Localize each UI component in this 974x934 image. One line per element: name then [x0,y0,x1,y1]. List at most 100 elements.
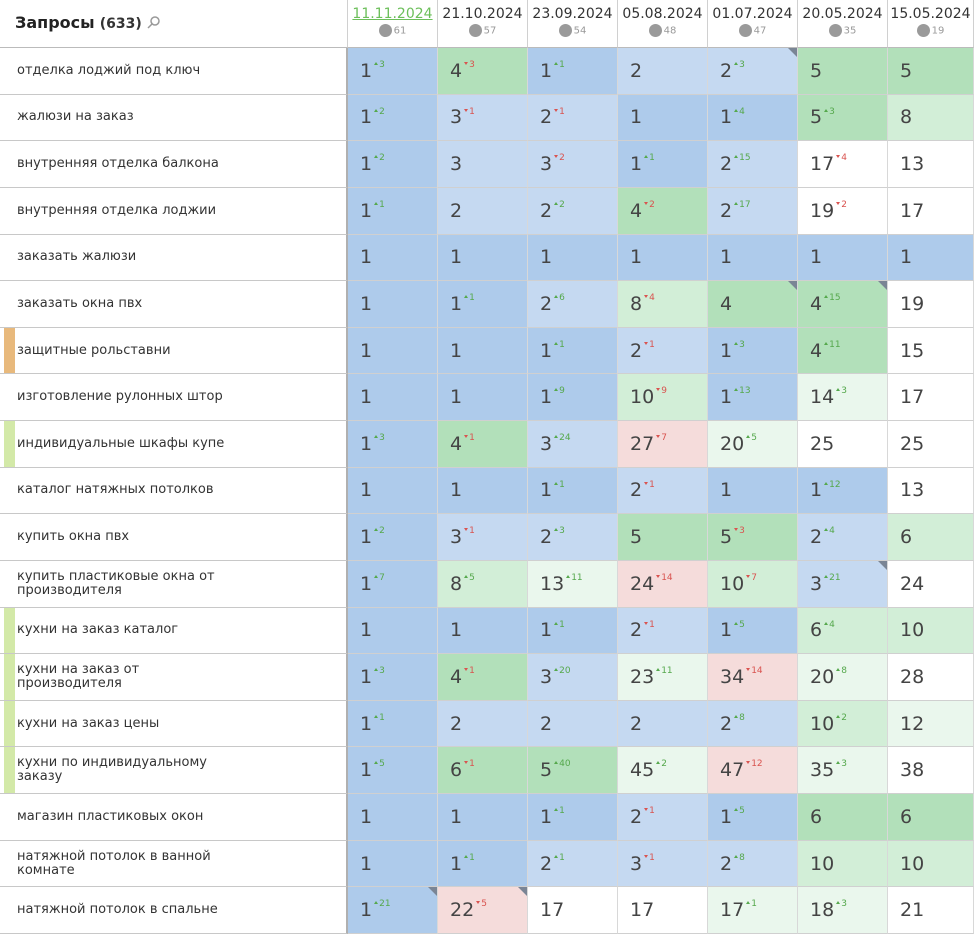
position-value: 19 [810,199,835,222]
position-cell: 10 [798,840,888,888]
position-cell: 6 [798,794,888,841]
position-delta: 1 [554,60,565,70]
percent-icon[interactable] [828,24,842,37]
position-value: 4 [450,666,463,689]
search-icon[interactable] [147,15,161,29]
position-value: 22 [450,899,475,922]
position-delta: 2 [374,153,385,163]
query-cell: магазин пластиковых окон [0,794,348,841]
position-value: 17 [720,899,745,922]
query-text: купить пластиковые окна от производителя [17,568,215,598]
date-count: 57 [483,25,497,37]
percent-icon[interactable] [648,24,662,37]
position-cell: 2 [438,700,528,748]
position-cell: 1 [708,234,798,282]
position-value: 1 [360,432,373,455]
position-value: 4 [450,432,463,455]
position-value: 10 [630,386,655,409]
position-delta: 2 [554,153,565,163]
position-value: 1 [360,619,373,642]
query-cell: натяжной потолок в ванной комнате [0,840,348,888]
query-cell: индивидуальные шкафы купе [0,421,348,468]
position-cell: 1 [348,281,438,328]
position-value: 38 [900,759,925,782]
position-delta: 3 [734,60,745,70]
percent-icon[interactable] [468,24,482,37]
position-value: 10 [810,712,835,735]
date-header: 21.10.2024 57 [438,0,528,48]
position-cell: 19 [888,281,974,328]
position-value: 1 [360,712,373,735]
query-text: внутренняя отделка лоджии [17,202,217,218]
date-count-row: 48 [618,24,707,37]
query-cell: жалюзи на заказ [0,94,348,142]
position-cell: 23 11 [618,654,708,701]
position-value: 1 [540,59,553,82]
position-cell: 1 [618,94,708,142]
percent-icon[interactable] [916,24,930,37]
query-text: отделка лоджий под ключ [17,62,201,78]
header-title: Запросы [15,13,95,32]
position-value: 3 [540,666,553,689]
position-value: 1 [360,386,373,409]
percent-icon[interactable] [738,24,752,37]
position-delta: 2 [644,200,655,210]
date-count: 47 [753,25,767,37]
position-cell: 5 [618,514,708,561]
position-value: 3 [450,106,463,129]
position-cell: 17 [528,887,618,934]
position-delta: 5 [464,573,475,583]
position-value: 1 [360,666,373,689]
position-value: 2 [540,292,553,315]
position-cell: 17 [618,887,708,934]
position-value: 45 [630,759,655,782]
position-value: 3 [540,153,553,176]
query-cell: кухни на заказ каталог [0,607,348,655]
position-cell: 2 17 [708,187,798,235]
position-cell: 25 [888,421,974,468]
position-value: 1 [540,386,553,409]
position-value: 3 [630,852,643,875]
header-count: (633) [99,16,142,32]
date-label: 01.07.2024 [712,6,793,22]
position-cell: 1 [708,467,798,515]
position-value: 6 [810,619,823,642]
position-cell: 1 [888,234,974,282]
position-value: 2 [810,526,823,549]
position-value: 1 [540,246,553,269]
date-count: 19 [931,25,945,37]
percent-icon[interactable] [558,24,572,37]
position-delta: 8 [836,666,847,676]
position-value: 17 [810,153,835,176]
position-delta: 4 [836,153,847,163]
query-cell: внутренняя отделка лоджии [0,187,348,235]
position-delta: 1 [374,713,385,723]
position-cell: 1 [438,467,528,515]
query-text: заказать окна пвх [17,295,143,311]
position-cell: 10 [888,840,974,888]
position-delta: 4 [644,293,655,303]
position-cell: 1 [348,234,438,282]
position-value: 1 [360,153,373,176]
position-value: 6 [900,526,913,549]
date-label: 20.05.2024 [802,6,883,22]
query-text: каталог натяжных потолков [17,482,214,498]
position-delta: 15 [824,293,840,303]
position-cell: 1 [438,374,528,422]
position-cell: 4 15 [798,281,888,328]
position-cell: 18 3 [798,887,888,934]
position-value: 1 [720,106,733,129]
date-label[interactable]: 11.11.2024 [352,6,433,22]
position-delta: 3 [374,60,385,70]
percent-icon[interactable] [378,24,392,37]
